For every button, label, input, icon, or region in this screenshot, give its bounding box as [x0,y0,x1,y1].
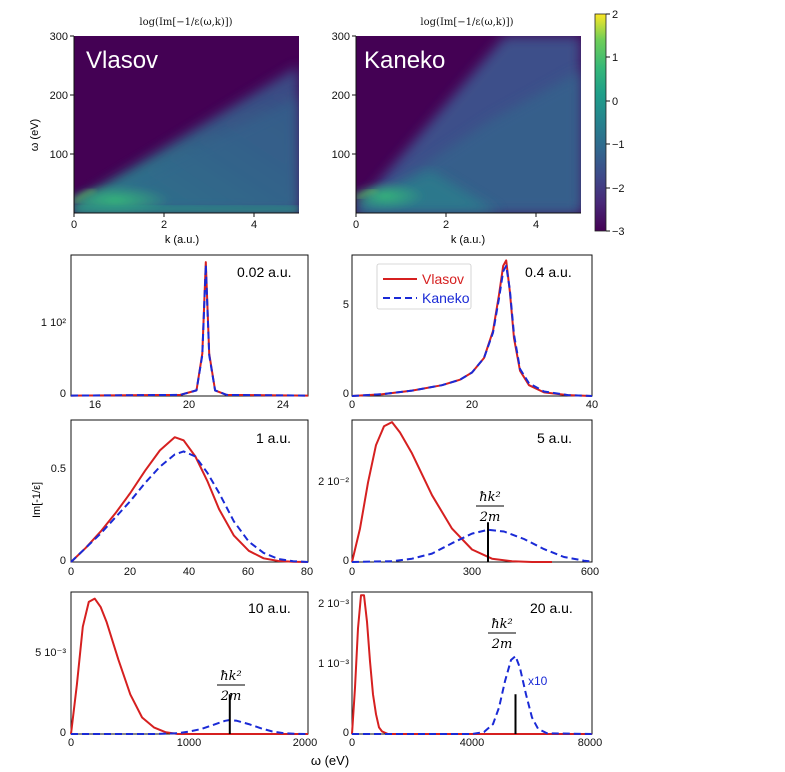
panel-label-k04: 0.4 a.u. [525,264,572,280]
kaneko-curve-k10 [71,719,309,735]
vlasov-curve-k20 [351,594,592,735]
colorbar [594,13,610,232]
colorbar-tick: −1 [612,139,625,151]
k04-xtick: 20 [466,399,478,411]
kaneko-map-ytick: 300 [332,31,350,43]
k1-ytick: 0 [60,555,66,567]
k1-xtick: 60 [242,566,254,578]
kaneko-map-title: log(Im[−1/ε(ω,k)]) [420,17,513,28]
k10-ytick: 5 10⁻³ [35,647,66,659]
k002-ytick: 0 [60,388,66,400]
k20-ytick: 0 [343,727,349,739]
panel-label-k002: 0.02 a.u. [237,264,292,280]
colorbar-tick: −3 [612,226,625,238]
panel-label-k20: 20 a.u. [530,600,573,616]
hk-denominator-k10: 2m [220,689,242,704]
shared-ylabel: Im[-1/ε] [31,482,43,518]
hk-denominator-k5: 2m [479,510,501,525]
k1-xtick: 20 [124,566,136,578]
k1-ytick: 0.5 [51,463,66,475]
k1-xtick: 40 [183,566,195,578]
vlasov-map-xtick: 0 [71,219,77,231]
kaneko-map-xtick: 4 [533,219,539,231]
k20-xtick: 4000 [460,737,484,749]
k20-xtick: 8000 [578,737,602,749]
k002-ytick: 1 10² [41,317,66,329]
colorbar-tick: −2 [612,183,625,195]
legend [376,263,472,310]
vlasov-map-xtick: 4 [251,219,257,231]
hk-numerator-k20: ħk² [491,617,512,632]
colorbar-tick: 2 [612,9,618,21]
panel-frame-k1 [70,419,309,563]
vlasov-map-axes [70,35,299,217]
k20-ytick: 2 10⁻³ [318,598,349,610]
hk-numerator-k10: ħk² [220,669,241,684]
k04-xtick: 40 [586,399,598,411]
k5-ytick: 2 10⁻² [318,476,349,488]
kaneko-map-ytick: 200 [332,90,350,102]
shared-xlabel: ω (eV) [311,753,349,768]
k5-xtick: 0 [349,566,355,578]
k04-ytick: 0 [343,388,349,400]
kaneko-map-xtick: 2 [443,219,449,231]
vlasov-map-ytick: 200 [50,90,68,102]
k002-xtick: 16 [89,399,101,411]
k5-xtick: 600 [581,566,599,578]
kaneko-map-label: Kaneko [364,47,445,74]
colorbar-tick: 1 [612,52,618,64]
kaneko-curve-k5 [351,528,593,563]
x10-annotation: x10 [528,674,548,688]
panel-frame-k04 [351,254,593,397]
kaneko-curve-k20 [352,655,593,735]
vlasov-map-title: log(Im[−1/ε(ω,k)]) [139,17,232,28]
kaneko-map-axes [352,35,581,217]
colorbar-tick: 0 [612,96,618,108]
kaneko-curve-k002 [70,263,309,397]
legend-kaneko-label: Kaneko [422,290,470,306]
vlasov-curve-k002 [70,261,309,397]
vlasov-map-ytick: 100 [50,149,68,161]
vlasov-map-ytick: 300 [50,31,68,43]
k1-xtick: 0 [68,566,74,578]
panel-frame-k5 [351,419,593,563]
k1-xtick: 80 [301,566,313,578]
k04-ytick: 5 [343,299,349,311]
k10-ytick: 0 [60,727,66,739]
panel-label-k1: 1 a.u. [256,430,291,446]
vlasov-curve-k1 [70,436,309,563]
k5-ytick: 0 [343,555,349,567]
vlasov-map-xtick: 2 [161,219,167,231]
k002-xtick: 24 [277,399,289,411]
legend-vlasov-label: Vlasov [422,271,464,287]
k002-xtick: 20 [183,399,195,411]
vlasov-map-xlabel: k (a.u.) [165,234,199,246]
hk-denominator-k20: 2m [491,637,513,652]
panel-label-k5: 5 a.u. [537,430,572,446]
kaneko-map-xlabel: k (a.u.) [451,234,485,246]
hk-numerator-k5: ħk² [479,490,500,505]
vlasov-curve-k10 [70,597,308,735]
vlasov-curve-k5 [351,421,552,563]
panel-frame-k002 [70,254,309,397]
k5-xtick: 300 [463,566,481,578]
kaneko-heatmap [356,36,581,213]
panel-label-k10: 10 a.u. [248,600,291,616]
kaneko-curve-k1 [70,450,309,563]
vlasov-map-label: Vlasov [86,47,158,74]
k04-xtick: 0 [349,399,355,411]
k10-xtick: 0 [68,737,74,749]
kaneko-map-ytick: 100 [332,149,350,161]
kaneko-map-xtick: 0 [353,219,359,231]
k10-xtick: 2000 [293,737,317,749]
vlasov-map-ylabel: ω (eV) [29,119,41,151]
k20-ytick: 1 10⁻³ [318,658,349,670]
k10-xtick: 1000 [177,737,201,749]
k20-xtick: 0 [349,737,355,749]
vlasov-heatmap [74,36,299,213]
line-panels [70,254,593,735]
